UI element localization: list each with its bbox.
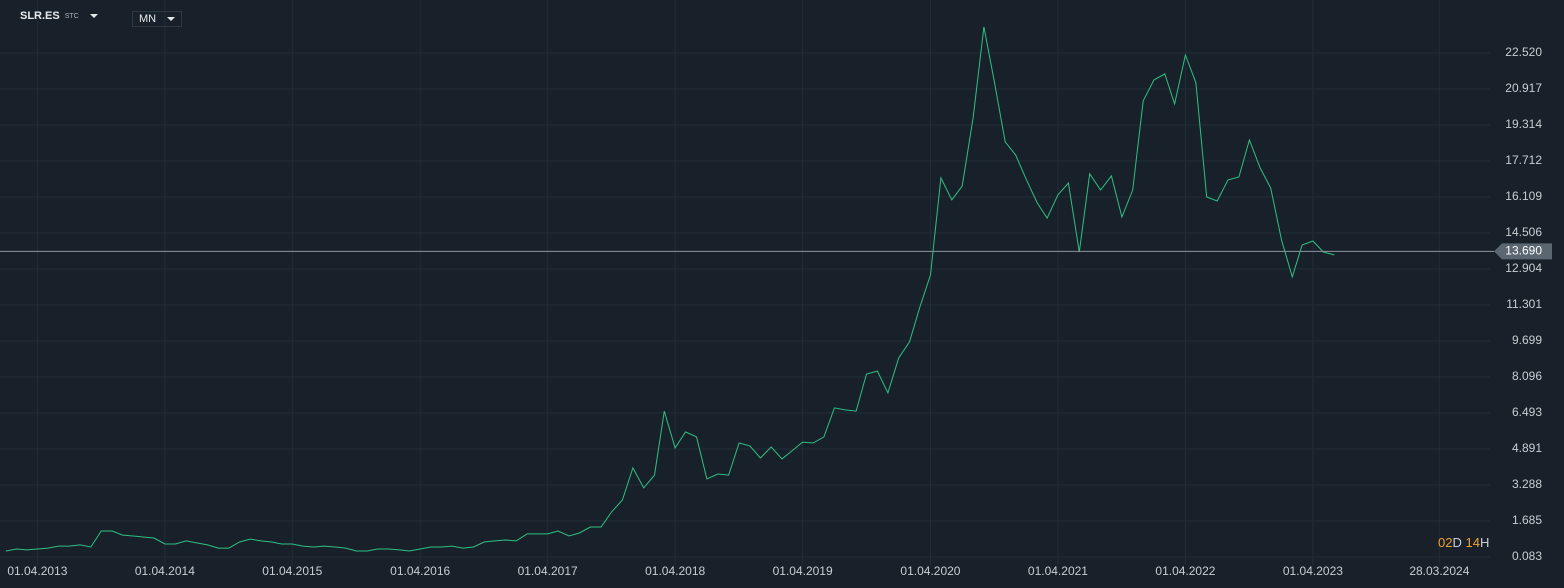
y-tick-label: 8.096 xyxy=(1512,369,1542,383)
price-line xyxy=(5,26,1335,552)
y-tick-label: 3.288 xyxy=(1512,477,1542,491)
exchange: STC xyxy=(64,12,79,20)
countdown-days-unit: D xyxy=(1452,535,1462,550)
symbol: SLR.ES xyxy=(20,10,60,22)
y-tick-label: 4.891 xyxy=(1512,441,1542,455)
countdown: 02D 14H xyxy=(1438,535,1489,550)
y-tick-label: 16.109 xyxy=(1505,189,1542,203)
y-tick-label: 1.685 xyxy=(1512,513,1542,527)
x-tick-label: 01.04.2019 xyxy=(773,564,833,578)
y-tick-label: 19.314 xyxy=(1505,117,1542,131)
y-tick-label: 17.712 xyxy=(1505,153,1542,167)
countdown-hours: 14 xyxy=(1465,535,1480,550)
y-tick-label: 22.520 xyxy=(1505,45,1542,59)
y-tick-label: 12.904 xyxy=(1505,261,1542,275)
x-tick-label: 01.04.2014 xyxy=(135,564,195,578)
y-tick-label: 6.493 xyxy=(1512,405,1542,419)
x-tick-label: 01.04.2022 xyxy=(1155,564,1215,578)
last-price-label: 13.690 xyxy=(1505,244,1542,258)
countdown-days: 02 xyxy=(1438,535,1453,550)
y-tick-label: 11.301 xyxy=(1506,297,1542,311)
x-tick-label: 01.04.2017 xyxy=(518,564,578,578)
dropdown-caret xyxy=(89,14,98,18)
interval-selector[interactable]: MN xyxy=(132,11,183,27)
x-tick-label: 28.03.2024 xyxy=(1409,564,1469,578)
countdown-hours-unit: H xyxy=(1479,535,1490,550)
last-price-box xyxy=(1494,243,1552,260)
y-tick-label: 9.699 xyxy=(1512,333,1542,347)
y-tick-label: 14.506 xyxy=(1505,225,1542,239)
x-tick-label: 01.04.2021 xyxy=(1028,564,1088,578)
x-tick-label: 01.04.2020 xyxy=(900,564,960,578)
y-tick-label: 0.083 xyxy=(1512,549,1542,563)
x-tick-label: 01.04.2018 xyxy=(645,564,705,578)
x-tick-label: 01.04.2015 xyxy=(262,564,322,578)
dropdown-caret xyxy=(167,17,176,21)
y-tick-label: 20.917 xyxy=(1505,81,1542,95)
x-tick-label: 01.04.2023 xyxy=(1283,564,1343,578)
x-tick-label: 01.04.2016 xyxy=(390,564,450,578)
x-tick-label: 01.04.2013 xyxy=(7,564,67,578)
symbol-selector[interactable]: SLR.ES STC xyxy=(20,10,98,22)
interval: MN xyxy=(139,13,157,25)
